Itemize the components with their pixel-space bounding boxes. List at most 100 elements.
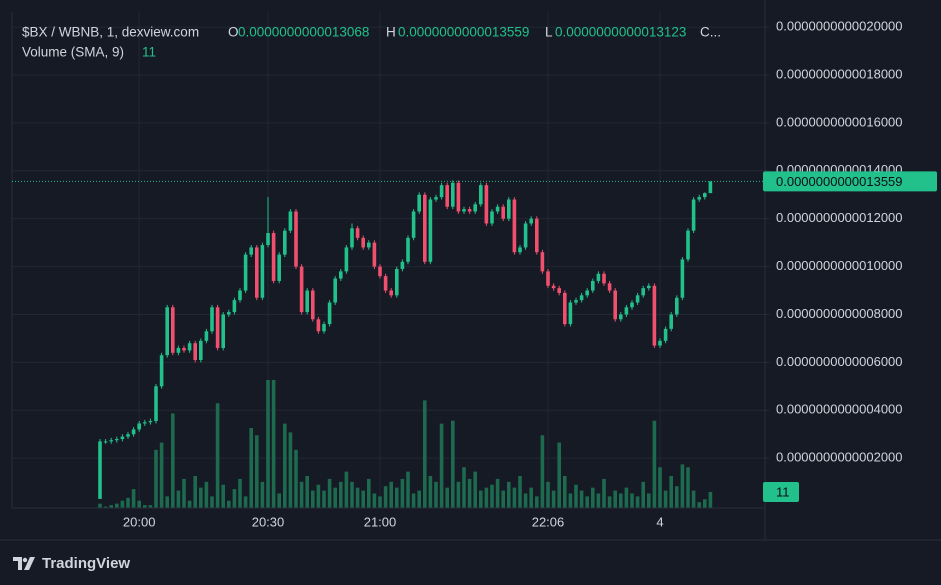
volume-bar (484, 487, 489, 508)
candle-body (339, 271, 343, 279)
chart-title: $BX / WBNB, 1, dexview.com (22, 25, 199, 40)
y-tick-label: 0.0000000000008000 (776, 306, 903, 321)
candle-body (479, 185, 483, 205)
volume-bar (551, 490, 556, 508)
volume-bar (658, 467, 662, 508)
volume-bar (607, 496, 612, 508)
candle-body (171, 307, 175, 353)
logo-slash (24, 557, 35, 570)
volume-layer (98, 380, 713, 508)
candle-body (154, 386, 158, 422)
volume-bar (103, 506, 108, 508)
candle-body (439, 185, 444, 198)
candle-body (602, 273, 606, 284)
legend-key: L (545, 25, 553, 40)
volume-bar (697, 502, 701, 508)
candle-body (232, 300, 237, 313)
volume-bar (120, 500, 125, 508)
volume-bar (708, 492, 713, 508)
volume-bar (215, 403, 220, 508)
candle-body (529, 218, 533, 224)
volume-bar (686, 467, 690, 508)
volume-bar (680, 464, 685, 508)
candle-body (227, 312, 231, 315)
volume-bar (199, 487, 203, 508)
volume-bar (176, 490, 181, 508)
branding: TradingView (42, 555, 130, 572)
candle-body (703, 193, 707, 198)
candle-body (686, 230, 690, 260)
candle-body (647, 285, 651, 289)
y-tick-label: 0.0000000000010000 (776, 258, 903, 273)
candle-body (159, 355, 164, 387)
candle-body (288, 211, 293, 231)
candle-body (512, 199, 517, 253)
candle-body (383, 276, 388, 291)
volume-bar (299, 481, 304, 508)
volume-bar (535, 496, 539, 508)
candle-body (215, 307, 220, 349)
candle-body (697, 197, 701, 200)
volume-bar (663, 490, 668, 508)
candle-body (691, 199, 696, 231)
candle-body (658, 340, 662, 346)
volume-bar (148, 505, 153, 508)
candle-body (143, 422, 147, 424)
volume-bar (411, 493, 416, 508)
volume-bar (143, 505, 147, 508)
volume-bar (501, 490, 505, 508)
volume-bar (193, 476, 197, 508)
legend-value: 0.0000000000013559 (398, 25, 529, 40)
candle-body (434, 197, 438, 200)
candle-body (283, 230, 287, 255)
volume-bar (316, 484, 321, 508)
candle-body (451, 182, 455, 207)
candle-body (333, 278, 337, 303)
candle-body (367, 242, 371, 248)
candle-body (255, 247, 259, 298)
candle-body (221, 314, 225, 349)
volume-bar (647, 493, 651, 508)
volume-bar (523, 493, 528, 508)
volume-bar (333, 487, 337, 508)
candle-body (406, 237, 410, 262)
volume-bar (462, 467, 466, 508)
candle-body (591, 280, 595, 291)
legend: O 0.0000000000013068 H 0.0000000000013559 L 0… (228, 25, 721, 40)
candle-body (395, 268, 399, 296)
volume-bar (322, 490, 326, 508)
candle-layer (98, 180, 713, 499)
volume-bar (591, 487, 595, 508)
volume-bar (367, 478, 371, 508)
volume-bar (232, 489, 237, 508)
logo-mark (13, 557, 22, 570)
volume-bar (266, 380, 270, 508)
candle-body (98, 441, 102, 499)
volume-bar (635, 496, 640, 508)
candle-body (473, 204, 477, 212)
volume-bar (546, 481, 550, 508)
volume-bar (518, 476, 522, 508)
legend-value: 0.0000000000013068 (238, 25, 369, 40)
x-tick-label: 20:30 (252, 514, 285, 529)
candle-body (596, 273, 601, 281)
y-tick-label: 0.0000000000004000 (776, 402, 903, 417)
volume-bar (574, 484, 578, 508)
volume-bar (512, 487, 517, 508)
volume-bar (630, 493, 634, 508)
volume-bar (271, 380, 276, 508)
volume-bar (652, 420, 657, 508)
volume-bar (98, 503, 102, 508)
candle-body (462, 209, 466, 212)
volume-bar (585, 496, 589, 508)
volume-bar (669, 476, 673, 508)
volume-bar (613, 490, 617, 508)
volume-bar (355, 487, 360, 508)
candle-body (546, 271, 550, 286)
candle-body (115, 439, 119, 441)
candle-body (350, 228, 354, 248)
candle-body (299, 266, 304, 313)
candle-body (294, 211, 298, 267)
volume-bar (339, 481, 343, 508)
candle-body (607, 283, 612, 291)
